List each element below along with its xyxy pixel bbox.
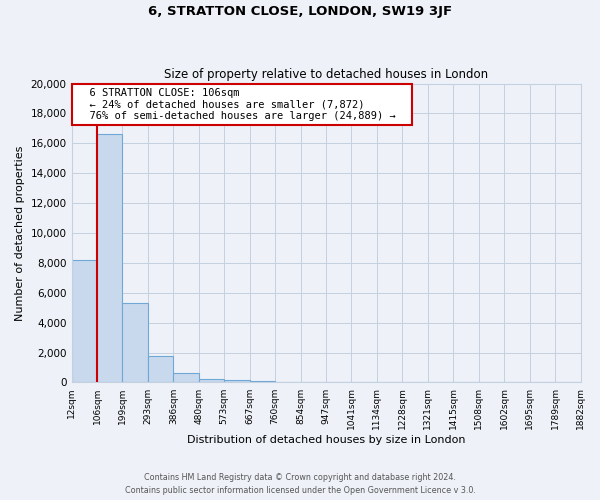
- Bar: [250, 381, 275, 382]
- Title: Size of property relative to detached houses in London: Size of property relative to detached ho…: [164, 68, 488, 81]
- Bar: [173, 372, 199, 382]
- Bar: [199, 378, 224, 382]
- Bar: [148, 356, 173, 382]
- Text: Contains HM Land Registry data © Crown copyright and database right 2024.
Contai: Contains HM Land Registry data © Crown c…: [125, 474, 475, 495]
- Text: 6 STRATTON CLOSE: 106sqm
  ← 24% of detached houses are smaller (7,872)
  76% of: 6 STRATTON CLOSE: 106sqm ← 24% of detach…: [77, 88, 408, 121]
- Bar: [122, 303, 148, 382]
- Bar: [71, 260, 97, 382]
- Bar: [224, 380, 250, 382]
- X-axis label: Distribution of detached houses by size in London: Distribution of detached houses by size …: [187, 435, 465, 445]
- Y-axis label: Number of detached properties: Number of detached properties: [15, 146, 25, 320]
- Bar: [97, 134, 122, 382]
- Text: 6, STRATTON CLOSE, LONDON, SW19 3JF: 6, STRATTON CLOSE, LONDON, SW19 3JF: [148, 5, 452, 18]
